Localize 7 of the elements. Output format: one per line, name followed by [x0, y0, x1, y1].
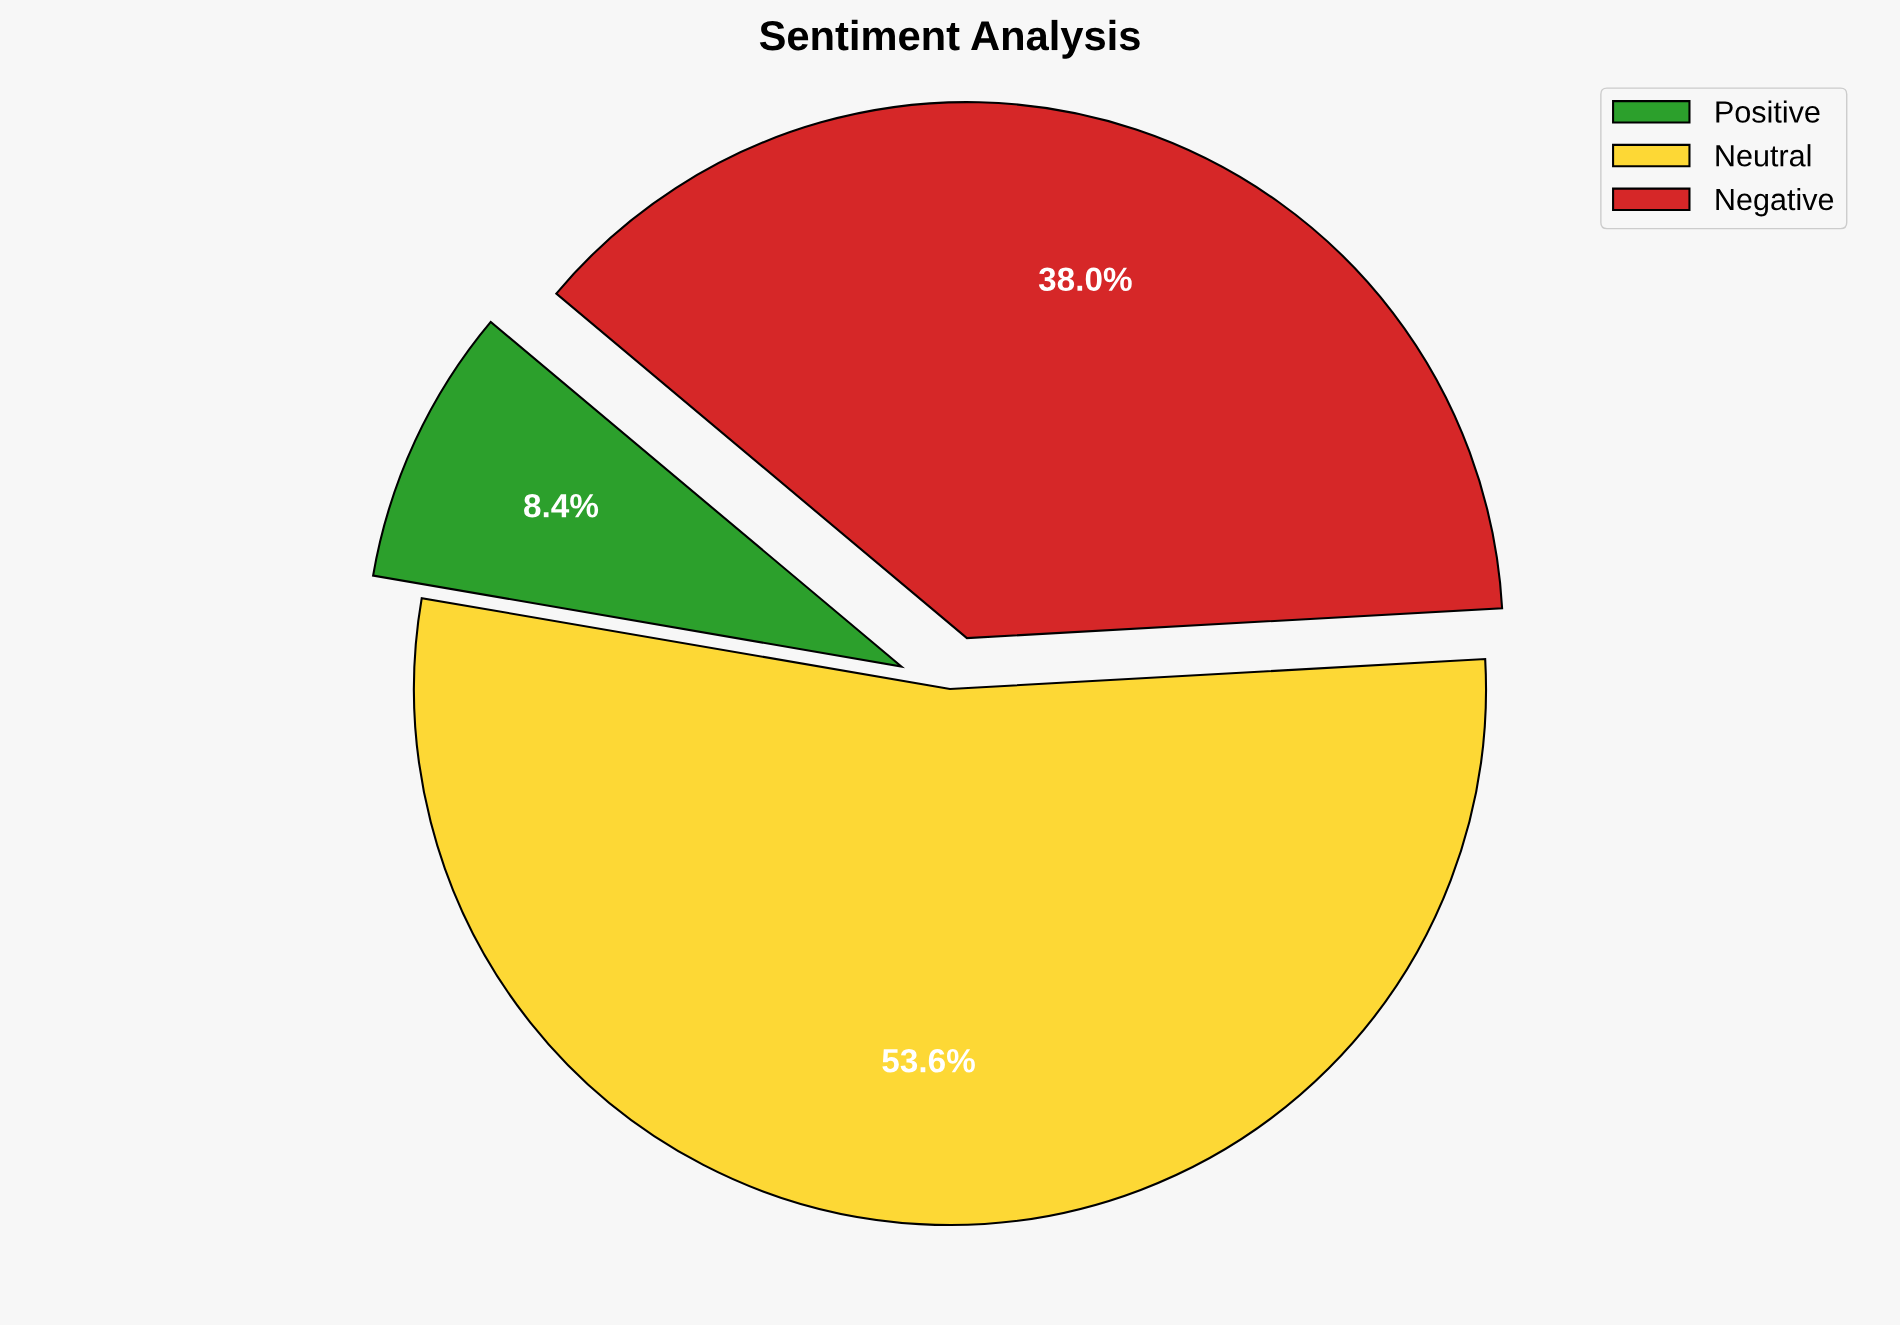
legend-label: Neutral [1716, 144, 1811, 167]
data-label: 8.4% [524, 493, 599, 518]
legend-label: Positive [1716, 100, 1820, 123]
chart-title: Sentiment Analysis [759, 19, 1140, 59]
data-label: 38.0% [1038, 267, 1132, 292]
legend-label: Negative [1716, 187, 1834, 217]
data-label: 53.6% [882, 1048, 975, 1073]
